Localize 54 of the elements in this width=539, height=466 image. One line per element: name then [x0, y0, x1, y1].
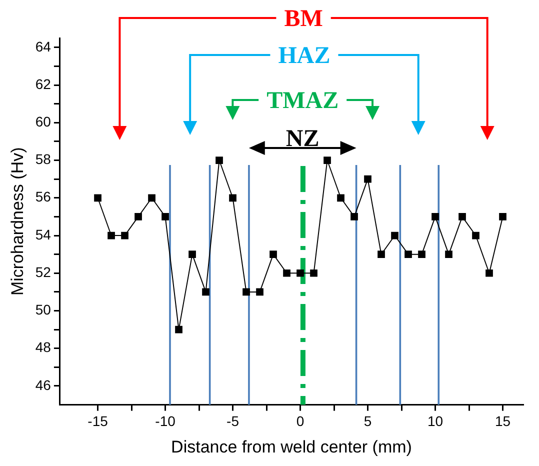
point	[216, 156, 223, 164]
x-axis-title: Distance from weld center (mm)	[171, 437, 412, 456]
x-tick-label: 0	[296, 413, 304, 430]
y-tick-label: 50	[35, 302, 52, 318]
point	[94, 194, 102, 202]
point	[350, 213, 358, 220]
y-axis-title: Microhardness (Hv)	[8, 147, 27, 296]
point	[283, 269, 290, 277]
y-tick-label: 62	[35, 76, 52, 92]
point	[188, 250, 196, 258]
x-tick-label: 5	[364, 413, 372, 430]
point	[458, 213, 466, 220]
annotation: TMAZ	[266, 88, 339, 114]
point	[134, 213, 142, 220]
point	[404, 250, 412, 258]
point	[486, 269, 493, 277]
point	[378, 250, 385, 258]
point	[445, 250, 452, 258]
point	[472, 232, 480, 240]
point	[148, 194, 156, 202]
point	[324, 156, 331, 164]
point	[499, 213, 506, 220]
annotation: NZ	[286, 126, 320, 152]
point	[175, 326, 182, 334]
point	[270, 250, 277, 258]
point	[108, 232, 115, 240]
point	[337, 194, 344, 202]
y-tick-label: 48	[35, 339, 52, 356]
text: BM	[284, 6, 323, 32]
annotation: HAZ	[278, 43, 330, 70]
point	[364, 175, 372, 183]
y-tick-label: 64	[35, 38, 52, 54]
x-tick-label: -15	[88, 413, 108, 430]
point	[242, 288, 250, 296]
point	[432, 213, 439, 220]
point	[418, 250, 426, 258]
y-tick-label: 60	[35, 114, 52, 130]
y-tick-label: 46	[35, 376, 52, 393]
point	[391, 232, 398, 240]
y-tick-label: 58	[35, 151, 52, 168]
x-tick-label: -5	[226, 413, 240, 430]
x-tick-label: 15	[494, 413, 511, 430]
y-tick-label: 56	[35, 188, 52, 205]
x-tick-label: 10	[427, 413, 444, 430]
point	[296, 269, 304, 277]
y-tick-label: 52	[35, 264, 52, 280]
point	[310, 269, 318, 277]
x-tick-label: -10	[155, 413, 176, 430]
y-tick-label: 54	[35, 226, 52, 242]
point	[229, 194, 236, 202]
point	[162, 213, 169, 220]
point	[256, 288, 264, 296]
point	[202, 288, 210, 296]
point	[121, 232, 128, 240]
